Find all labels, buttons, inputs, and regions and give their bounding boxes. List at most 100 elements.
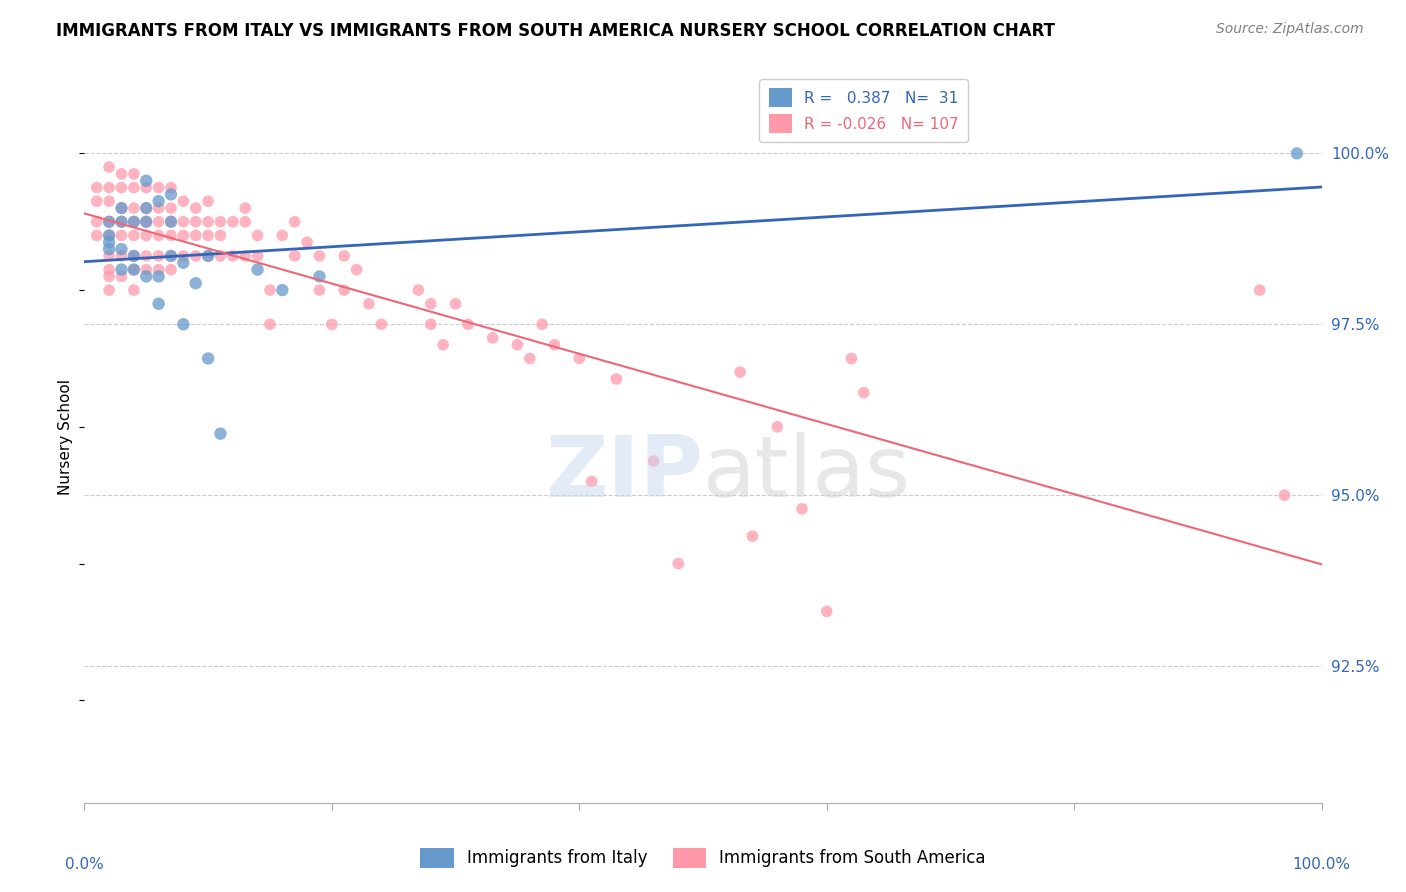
- Point: [543, 338, 565, 352]
- Point: [148, 249, 170, 263]
- Point: [148, 297, 170, 311]
- Point: [666, 557, 689, 571]
- Point: [246, 262, 269, 277]
- Point: [122, 201, 145, 215]
- Point: [122, 262, 145, 277]
- Point: [370, 318, 392, 332]
- Point: [160, 201, 183, 215]
- Point: [172, 249, 194, 263]
- Point: [160, 215, 183, 229]
- Point: [122, 167, 145, 181]
- Point: [98, 228, 121, 243]
- Point: [246, 249, 269, 263]
- Point: [728, 365, 751, 379]
- Point: [122, 249, 145, 263]
- Point: [160, 262, 183, 277]
- Point: [852, 385, 875, 400]
- Point: [172, 256, 194, 270]
- Point: [86, 194, 108, 209]
- Point: [531, 318, 554, 332]
- Point: [271, 228, 294, 243]
- Point: [222, 215, 245, 229]
- Point: [519, 351, 541, 366]
- Point: [110, 167, 132, 181]
- Text: ZIP: ZIP: [546, 432, 703, 516]
- Text: IMMIGRANTS FROM ITALY VS IMMIGRANTS FROM SOUTH AMERICA NURSERY SCHOOL CORRELATIO: IMMIGRANTS FROM ITALY VS IMMIGRANTS FROM…: [56, 22, 1056, 40]
- Point: [246, 228, 269, 243]
- Point: [98, 215, 121, 229]
- Point: [148, 194, 170, 209]
- Point: [160, 215, 183, 229]
- Point: [98, 194, 121, 209]
- Point: [457, 318, 479, 332]
- Point: [110, 262, 132, 277]
- Point: [197, 249, 219, 263]
- Text: 0.0%: 0.0%: [65, 857, 104, 872]
- Point: [308, 283, 330, 297]
- Point: [815, 604, 838, 618]
- Point: [197, 249, 219, 263]
- Point: [160, 249, 183, 263]
- Point: [160, 249, 183, 263]
- Point: [233, 215, 256, 229]
- Point: [122, 215, 145, 229]
- Point: [643, 454, 665, 468]
- Point: [98, 242, 121, 256]
- Point: [148, 228, 170, 243]
- Point: [333, 249, 356, 263]
- Point: [98, 283, 121, 297]
- Point: [209, 228, 232, 243]
- Point: [98, 262, 121, 277]
- Point: [148, 180, 170, 194]
- Point: [271, 283, 294, 297]
- Point: [284, 215, 307, 229]
- Point: [741, 529, 763, 543]
- Point: [1274, 488, 1296, 502]
- Point: [135, 215, 157, 229]
- Point: [581, 475, 603, 489]
- Point: [86, 215, 108, 229]
- Point: [321, 318, 343, 332]
- Point: [222, 249, 245, 263]
- Point: [135, 174, 157, 188]
- Point: [98, 269, 121, 284]
- Point: [98, 180, 121, 194]
- Point: [135, 249, 157, 263]
- Point: [333, 283, 356, 297]
- Point: [408, 283, 430, 297]
- Point: [86, 228, 108, 243]
- Point: [197, 351, 219, 366]
- Point: [135, 201, 157, 215]
- Point: [259, 283, 281, 297]
- Point: [110, 201, 132, 215]
- Point: [110, 249, 132, 263]
- Point: [122, 180, 145, 194]
- Point: [419, 297, 441, 311]
- Point: [295, 235, 318, 250]
- Point: [209, 426, 232, 441]
- Point: [148, 262, 170, 277]
- Point: [506, 338, 529, 352]
- Text: 100.0%: 100.0%: [1292, 857, 1351, 872]
- Legend: R =   0.387   N=  31, R = -0.026   N= 107: R = 0.387 N= 31, R = -0.026 N= 107: [759, 79, 967, 142]
- Point: [172, 228, 194, 243]
- Point: [308, 249, 330, 263]
- Point: [135, 269, 157, 284]
- Point: [110, 242, 132, 256]
- Point: [766, 420, 789, 434]
- Point: [98, 160, 121, 174]
- Legend: Immigrants from Italy, Immigrants from South America: Immigrants from Italy, Immigrants from S…: [413, 841, 993, 875]
- Point: [135, 215, 157, 229]
- Point: [110, 228, 132, 243]
- Point: [98, 249, 121, 263]
- Point: [184, 201, 207, 215]
- Point: [184, 277, 207, 291]
- Point: [419, 318, 441, 332]
- Text: Source: ZipAtlas.com: Source: ZipAtlas.com: [1216, 22, 1364, 37]
- Point: [148, 269, 170, 284]
- Point: [346, 262, 368, 277]
- Point: [197, 194, 219, 209]
- Point: [568, 351, 591, 366]
- Point: [122, 262, 145, 277]
- Point: [184, 249, 207, 263]
